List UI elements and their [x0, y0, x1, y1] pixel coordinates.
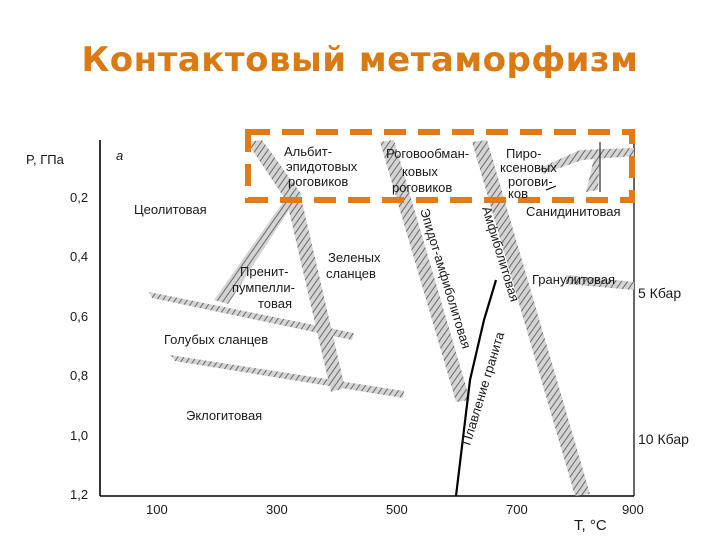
facies-label-albite-epidote-2: эпидотовых [286, 159, 358, 174]
boundary-zeolite-prehnite [214, 193, 300, 304]
y-tick: 1,2 [70, 487, 88, 502]
facies-label-granulite: Гранулитовая [532, 272, 615, 287]
facies-label-sanidinite: Санидинитовая [526, 204, 621, 219]
boundary-pyroxene-sanidinite [540, 148, 634, 174]
boundary-amphibolite-granulite [472, 140, 590, 496]
facies-label-albite-epidote-1: Альбит- [284, 144, 332, 159]
y-tick: 0,8 [70, 368, 88, 383]
facies-label-prehnite-1: Пренит- [240, 264, 289, 279]
highlight-box [245, 129, 635, 203]
y-tick: 1,0 [70, 428, 88, 443]
boundary-prehnite-greenschist [286, 193, 345, 392]
facies-label-greenschist-2: сланцев [326, 266, 376, 281]
granite-melting-curve [454, 279, 498, 497]
facies-label-eclogite: Эклогитовая [186, 408, 262, 423]
facies-label-hornblende-2: ковых [402, 164, 438, 179]
panel-letter: а [116, 148, 123, 163]
facies-label-pyroxene-4: ков [508, 186, 528, 201]
x-tick: 700 [506, 502, 528, 517]
boundary-sanidinite-small [586, 150, 600, 192]
facies-label-prehnite-3: товая [258, 296, 292, 311]
y-tick: 0,4 [70, 249, 88, 264]
x-tick: 500 [386, 502, 408, 517]
y-tick: 0,6 [70, 309, 88, 324]
y-axis-label: P, ГПа [26, 152, 65, 167]
slide-title: Контактовый метаморфизм [81, 40, 639, 80]
boundary-granulite-side [566, 275, 634, 290]
facies-label-zeolite: Цеолитовая [134, 202, 207, 217]
boundary-epidote-amphibolite [380, 140, 470, 402]
x-axis-label: T, °С [574, 517, 607, 534]
boundary-blueschist-lower [170, 355, 404, 398]
facies-label-hornblende-3: роговиков [392, 180, 452, 195]
facies-label-prehnite-2: пумпелли- [232, 280, 295, 295]
x-tick: 900 [622, 502, 644, 517]
facies-label-albite-epidote-3: роговиков [288, 174, 348, 189]
boundary-zeolite-albite [247, 140, 302, 202]
pressure-mark-5kbar: 5 Кбар [638, 285, 681, 301]
facies-label-pyroxene-3: рогови- [508, 174, 553, 189]
x-tick: 100 [146, 502, 168, 517]
facies-label-blueschist: Голубых сланцев [164, 332, 268, 347]
y-tick: 0,2 [70, 190, 88, 205]
pressure-mark-10kbar: 10 Кбар [638, 431, 689, 447]
facies-label-pyroxene-1: Пиро- [506, 146, 541, 161]
arrow-line-small [545, 185, 557, 191]
facies-label-pyroxene-2: ксеновых [500, 160, 557, 175]
boundary-blueschist-upper [149, 292, 354, 340]
x-tick: 300 [266, 502, 288, 517]
facies-boundaries [149, 140, 634, 496]
facies-label-hornblende-1: Роговообман- [386, 146, 469, 161]
facies-label-greenschist-1: Зеленых [328, 250, 381, 265]
